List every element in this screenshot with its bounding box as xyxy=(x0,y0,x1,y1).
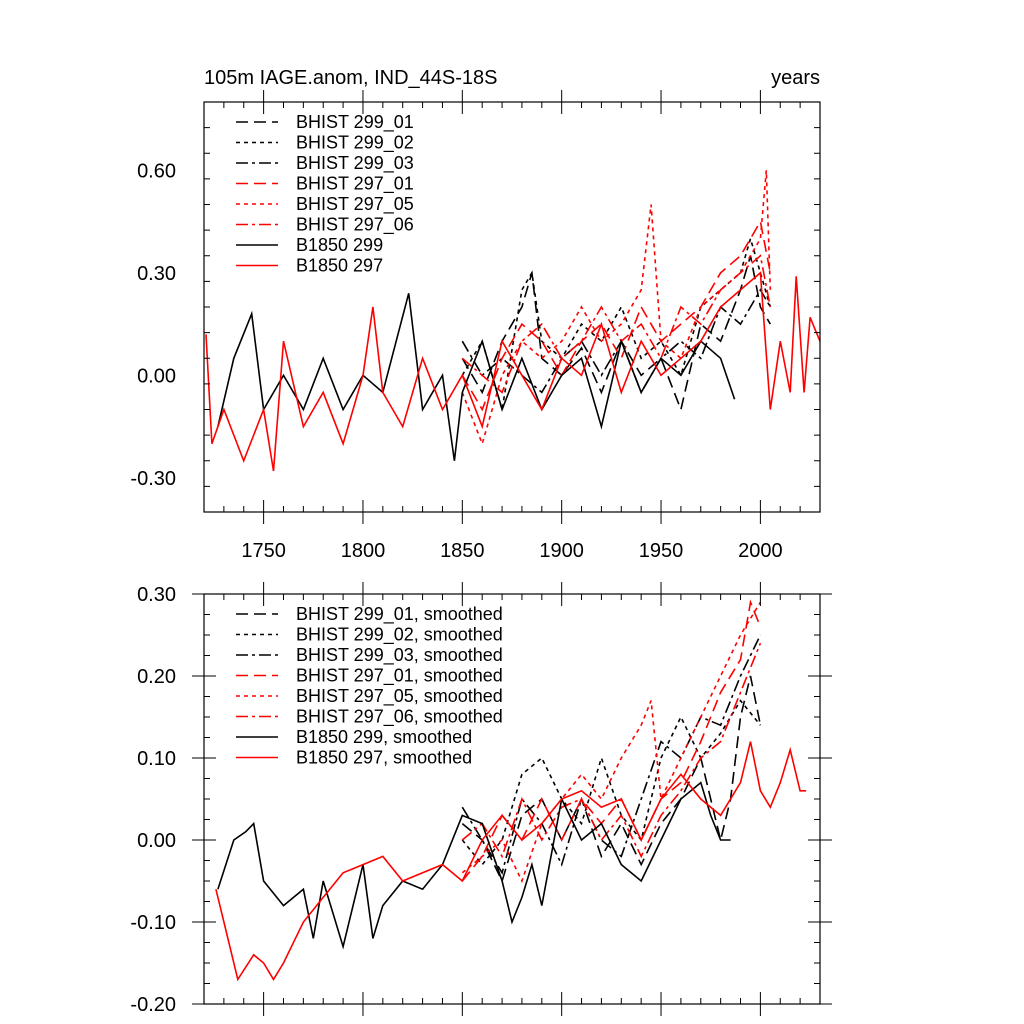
units-label: years xyxy=(771,67,820,89)
series-group-bottom xyxy=(215,599,807,982)
legend-label: BHIST 297_06 xyxy=(296,215,414,236)
y-tick-label: -0.10 xyxy=(130,912,176,934)
top-panel: 105m IAGE.anom, IND_44S-18S years 1750 18… xyxy=(130,67,821,562)
axis-ticks-top: 1750 1800 1850 1900 1950 2000 -0.30 0.00 0.30 0.6… xyxy=(130,90,821,562)
series-line-6 xyxy=(217,781,731,950)
legend-label: BHIST 299_03 xyxy=(296,153,414,174)
legend-label: BHIST 299_03, smoothed xyxy=(296,645,503,666)
y-tick-label: 0.30 xyxy=(137,263,176,285)
y-tick-label: -0.30 xyxy=(130,468,176,490)
y-tick-label: 0.00 xyxy=(137,365,176,387)
chart-title: 105m IAGE.anom, IND_44S-18S xyxy=(204,67,497,89)
y-tick-label: 0.30 xyxy=(137,584,176,606)
legend-label: BHIST 297_06, smoothed xyxy=(296,707,503,728)
series-line-3 xyxy=(461,599,762,882)
legend-label: BHIST 299_02, smoothed xyxy=(296,625,503,646)
x-tick-label: 2000 xyxy=(738,540,783,562)
series-group-top xyxy=(205,170,821,472)
y-tick-label: 0.20 xyxy=(137,666,176,688)
series-line-7 xyxy=(205,271,821,472)
series-line-7 xyxy=(215,741,807,982)
y-tick-label: 0.60 xyxy=(137,160,176,182)
series-line-1 xyxy=(461,235,772,410)
y-tick-label: 0.00 xyxy=(137,830,176,852)
legend-label: B1850 299 xyxy=(296,235,383,255)
series-line-0 xyxy=(461,255,771,413)
series-line-5 xyxy=(461,642,762,859)
x-tick-label: 1800 xyxy=(341,540,386,562)
legend-label: BHIST 297_05, smoothed xyxy=(296,686,503,707)
legend-label: BHIST 299_01, smoothed xyxy=(296,604,503,625)
series-line-4 xyxy=(461,170,772,447)
x-tick-label: 1950 xyxy=(639,540,684,562)
bottom-panel: -0.20 -0.10 0.00 0.10 0.20 0.30 BHIST 299_01,… xyxy=(130,582,832,1016)
legend-label: B1850 297, smoothed xyxy=(296,748,472,768)
x-tick-label: 1750 xyxy=(241,540,286,562)
legend-label: B1850 299, smoothed xyxy=(296,727,472,747)
legend-label: BHIST 299_02 xyxy=(296,133,414,154)
legend-label: BHIST 299_01 xyxy=(296,112,414,133)
series-line-0 xyxy=(461,675,762,884)
y-tick-label: -0.20 xyxy=(130,994,176,1016)
x-tick-label: 1900 xyxy=(539,540,584,562)
series-line-4 xyxy=(461,601,762,884)
axis-ticks-bottom: -0.20 -0.10 0.00 0.10 0.20 0.30 xyxy=(130,582,832,1016)
legend-label: BHIST 297_05 xyxy=(296,194,414,215)
series-line-6 xyxy=(217,293,736,461)
legend-label: B1850 297 xyxy=(296,256,383,276)
series-line-1 xyxy=(461,699,762,866)
series-line-2 xyxy=(461,634,762,875)
y-tick-label: 0.10 xyxy=(137,748,176,770)
legend-label: BHIST 297_01 xyxy=(296,174,414,195)
series-line-5 xyxy=(461,254,772,394)
x-tick-label: 1850 xyxy=(440,540,485,562)
legend-label: BHIST 297_01, smoothed xyxy=(296,666,503,687)
